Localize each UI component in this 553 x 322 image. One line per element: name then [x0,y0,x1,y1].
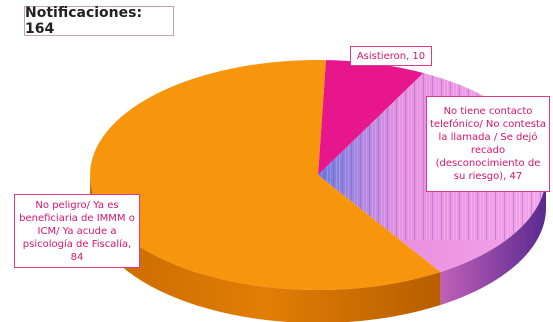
chart-title: Notificaciones: 164 [24,5,174,37]
data-label-asistieron: Asistieron, 10 [350,46,432,66]
slice-no-peligro-side [90,175,441,322]
slice-no-peligro [90,60,441,291]
slice-no-contacto-side [440,175,546,306]
data-label-no-peligro: No peligro/ Ya es beneficiaria de IMMM o… [14,194,140,268]
slice-asistieron [318,60,424,175]
data-label-no-contacto: No tiene contacto telefónico/ No contest… [426,96,550,192]
